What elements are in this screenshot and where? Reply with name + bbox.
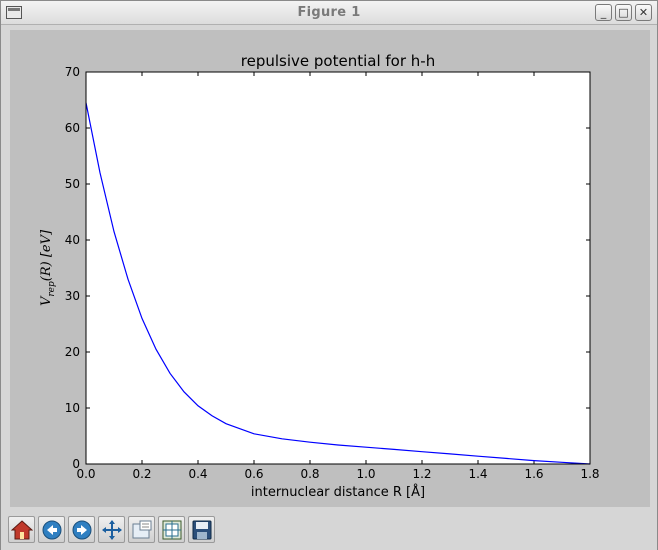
figure-canvas[interactable]: 0.0 0.2 0.4 0.6 0.8 1.0 1.2 1.4 1.6 1.8 0 10 20 30 40… — [10, 30, 650, 507]
back-arrow-icon — [42, 520, 61, 539]
window-title: Figure 1 — [297, 5, 361, 20]
x-tick-label: 0.6 — [244, 467, 263, 481]
x-tick-label: 1.2 — [412, 467, 431, 481]
home-button[interactable] — [8, 516, 35, 543]
axes-frame — [85, 71, 591, 465]
x-tick-label: 0.2 — [132, 467, 151, 481]
y-tick-labels: 0 10 20 30 40 50 60 70 — [65, 65, 80, 471]
subplots-button[interactable] — [158, 516, 185, 543]
pan-arrows-icon — [101, 519, 122, 540]
series-line-vrep — [85, 102, 591, 465]
x-tick-label: 0.8 — [300, 467, 319, 481]
window-menu-icon[interactable] — [6, 6, 22, 19]
minimize-button[interactable]: _ — [595, 4, 612, 21]
y-tick-label: 10 — [65, 401, 80, 415]
zoom-button[interactable] — [128, 516, 155, 543]
x-tick-labels: 0.0 0.2 0.4 0.6 0.8 1.0 1.2 1.4 1.6 1.8 — [76, 467, 599, 481]
save-button[interactable] — [188, 516, 215, 543]
x-tick-label: 0.4 — [188, 467, 207, 481]
forward-arrow-icon — [72, 520, 91, 539]
chart-title: repulsive potential for h-h — [241, 52, 435, 70]
pan-button[interactable] — [98, 516, 125, 543]
forward-button[interactable] — [68, 516, 95, 543]
chart[interactable]: 0.0 0.2 0.4 0.6 0.8 1.0 1.2 1.4 1.6 1.8 0 10 20 30 40… — [10, 30, 650, 507]
axes-background — [86, 72, 590, 464]
y-tick-label: 30 — [65, 289, 80, 303]
home-icon — [10, 519, 33, 539]
x-tick-label: 0.0 — [76, 467, 95, 481]
y-tick-label: 0 — [72, 457, 80, 471]
x-axis-label: internuclear distance R [Å] — [251, 484, 425, 500]
x-tick-label: 1.8 — [580, 467, 599, 481]
back-button[interactable] — [38, 516, 65, 543]
subplots-icon — [162, 520, 181, 539]
title-bar[interactable]: Figure 1 _ □ ✕ — [1, 1, 657, 25]
y-tick-label: 40 — [65, 233, 80, 247]
y-tick-label: 70 — [65, 65, 80, 79]
y-tick-label: 50 — [65, 177, 80, 191]
x-tick-label: 1.6 — [524, 467, 543, 481]
navigation-toolbar — [1, 510, 657, 550]
maximize-button[interactable]: □ — [615, 4, 632, 21]
x-tick-label: 1.0 — [356, 467, 375, 481]
y-tick-label: 20 — [65, 345, 80, 359]
close-button[interactable]: ✕ — [635, 4, 652, 21]
zoom-rect-icon — [132, 520, 151, 538]
y-axis-label: Vrep(R) [eV] — [39, 229, 57, 306]
x-tick-label: 1.4 — [468, 467, 487, 481]
y-tick-label: 60 — [65, 121, 80, 135]
floppy-disk-icon — [192, 520, 211, 539]
